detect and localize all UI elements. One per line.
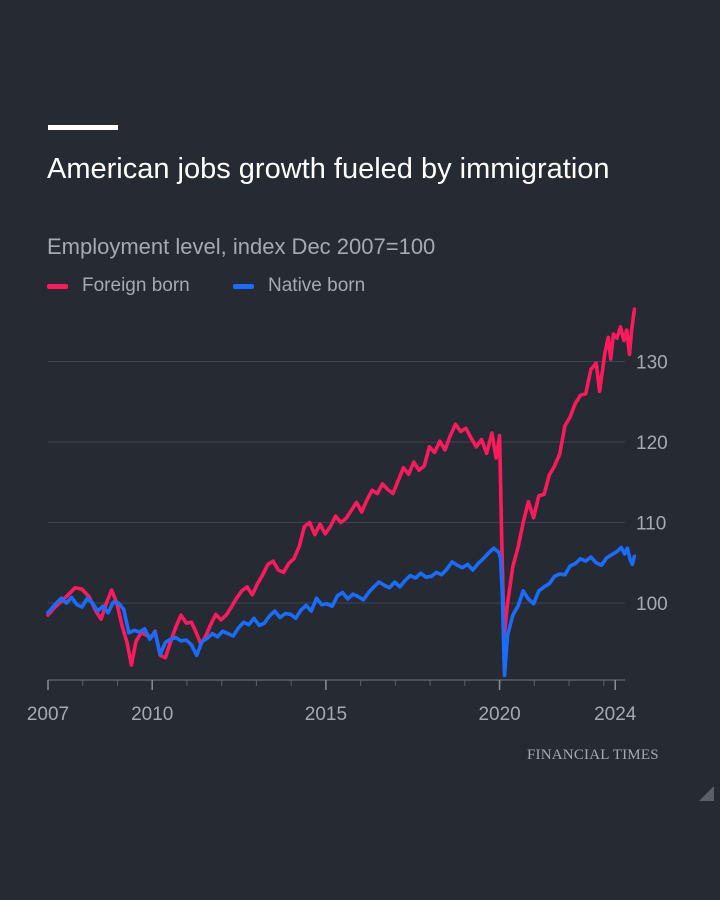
legend-item-native-born: Native born [233,275,365,297]
x-tick-label-2020: 2020 [478,704,520,725]
source-credit: FINANCIAL TIMES [527,747,659,763]
x-tick-label-2007: 2007 [27,704,69,725]
y-tick-label-110: 110 [636,514,666,535]
x-tick-label-2010: 2010 [131,704,173,725]
legend-item-foreign-born: Foreign born [47,275,190,297]
line-chart: 100 110 120 130 2007 2010 2015 2020 2024 [27,307,668,725]
header-accent-bar [48,125,118,130]
y-tick-label-130: 130 [636,353,668,374]
x-tick-label-2024: 2024 [594,704,637,725]
corner-triangle-icon [699,786,714,801]
legend-label-foreign-born: Foreign born [82,275,190,296]
chart-title: American jobs growth fueled by immigrati… [47,153,610,185]
x-tick-label-2015: 2015 [305,704,347,725]
series-line-foreign-born [46,307,637,667]
chart-subtitle: Employment level, index Dec 2007=100 [47,234,436,259]
legend-label-native-born: Native born [268,275,366,296]
y-tick-label-100: 100 [636,594,668,615]
legend-swatch-native-born [233,283,254,289]
series-line-native-born [46,545,637,678]
y-tick-label-120: 120 [636,433,668,454]
legend-swatch-foreign-born [47,283,68,289]
